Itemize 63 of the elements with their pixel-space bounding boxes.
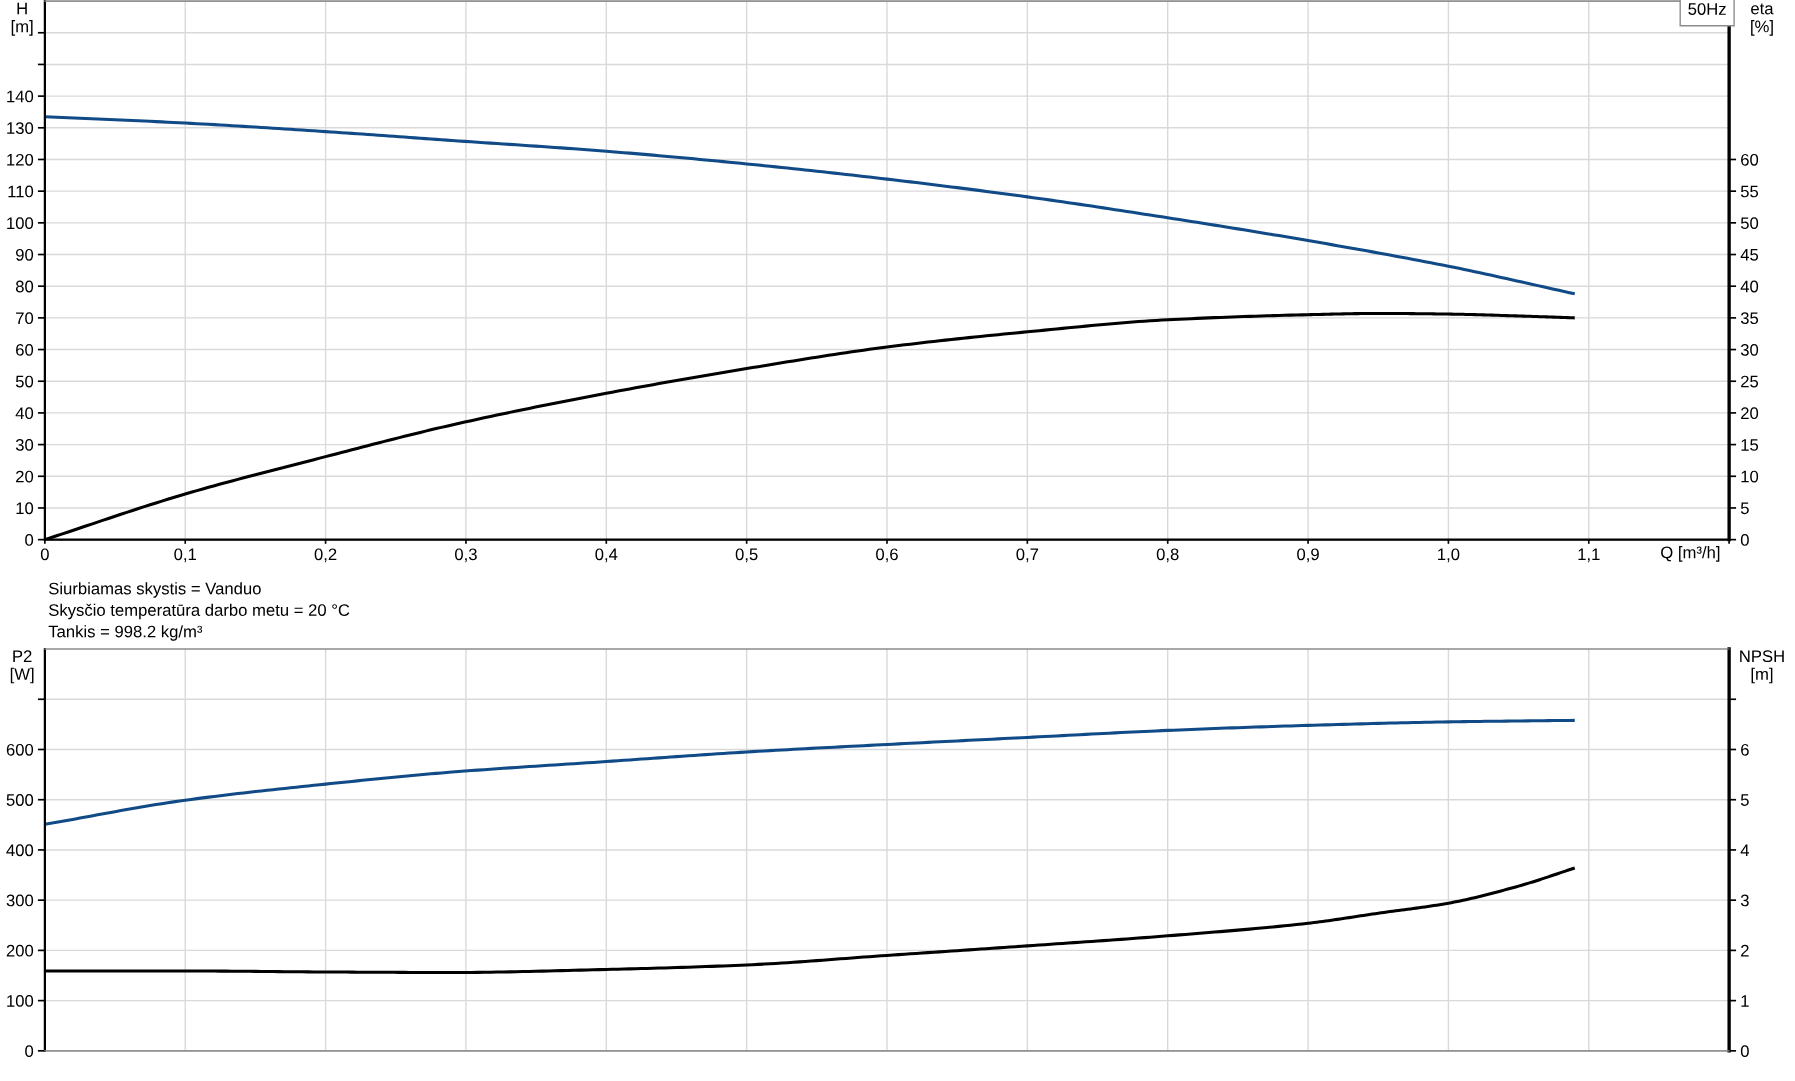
y-axis-title: P2 [W] — [10, 650, 34, 684]
y-tick-label: 20 — [16, 470, 34, 483]
x-tick-label: 1,1 — [1578, 548, 1600, 563]
y-tick-label: 400 — [6, 844, 34, 857]
y2-tick-label: 15 — [1741, 439, 1759, 451]
y-tick-label: 200 — [6, 944, 34, 957]
y-tick-label: 10 — [16, 502, 34, 515]
y-tick-label: 70 — [16, 312, 34, 325]
y-axis-title: H [m] — [11, 2, 33, 36]
x-tick-label: 0,9 — [1297, 548, 1319, 563]
y-tick-label: 50 — [15, 375, 34, 388]
y-tick-label: 0 — [25, 1045, 34, 1058]
y-tick-label: 130 — [7, 122, 34, 134]
x-tick-label: 0,2 — [314, 548, 337, 563]
y2-tick-label: 4 — [1740, 844, 1750, 856]
x-tick-label: 0,5 — [735, 548, 758, 563]
y2-axis-title: eta [%] — [1751, 3, 1774, 36]
text: Skysčio temperatūra darbo metu = 20 °C — [49, 603, 350, 620]
x-tick-label: 1,0 — [1438, 548, 1460, 563]
y2-tick-label: 50 — [1740, 217, 1759, 230]
y2-tick-label: 20 — [1741, 407, 1759, 420]
y-tick-label: 140 — [7, 90, 34, 103]
x-tick-label: 0,7 — [1016, 548, 1039, 563]
y2-tick-label: 0 — [1740, 534, 1749, 546]
y-tick-label: 90 — [16, 248, 34, 261]
x-tick-label: 0,4 — [595, 548, 618, 563]
y2-tick-label: 2 — [1741, 944, 1749, 957]
x-tick-label: 0,3 — [455, 548, 477, 563]
y2-axis-title: NPSH [m] — [1740, 650, 1784, 684]
annotation: 50Hz — [1688, 3, 1726, 15]
y-tick-label: 100 — [7, 217, 34, 230]
y-tick-label: 30 — [15, 439, 34, 451]
y-tick-label: 100 — [7, 995, 34, 1007]
x-tick-label: 0,6 — [876, 548, 898, 563]
text: Siurbiamas skystis = Vanduo — [49, 582, 261, 598]
y2-tick-label: 6 — [1741, 743, 1749, 756]
y2-tick-label: 1 — [1741, 995, 1749, 1007]
y-tick-label: 80 — [15, 280, 34, 293]
y2-tick-label: 3 — [1740, 894, 1749, 907]
y-tick-label: 40 — [15, 407, 34, 420]
y2-tick-label: 55 — [1740, 185, 1759, 198]
y-tick-label: 300 — [6, 894, 34, 907]
y2-tick-label: 5 — [1740, 502, 1749, 515]
x-tick-label: 0,1 — [174, 548, 196, 563]
y-tick-label: 500 — [6, 794, 34, 806]
y-tick-label: 0 — [25, 534, 34, 546]
x-axis-title: Q [m³/h] — [1661, 546, 1720, 562]
y-tick-label: 60 — [16, 343, 34, 356]
y2-tick-label: 40 — [1740, 280, 1759, 293]
y2-tick-label: 25 — [1741, 375, 1759, 388]
x-tick-label: 0,8 — [1156, 548, 1179, 563]
y2-tick-label: 45 — [1740, 249, 1759, 261]
y2-tick-label: 10 — [1741, 470, 1759, 483]
y2-tick-label: 0 — [1740, 1045, 1749, 1058]
y2-tick-label: 35 — [1740, 312, 1759, 325]
x-tick-label: 0 — [40, 548, 49, 561]
y2-tick-label: 30 — [1740, 343, 1759, 356]
y-tick-label: 120 — [7, 153, 34, 166]
y-tick-label: 110 — [8, 185, 34, 198]
text: Tankis = 998.2 kg/m³ — [48, 625, 203, 641]
y2-tick-label: 5 — [1740, 794, 1749, 806]
y2-tick-label: 60 — [1741, 153, 1759, 166]
y-tick-label: 600 — [6, 743, 34, 756]
